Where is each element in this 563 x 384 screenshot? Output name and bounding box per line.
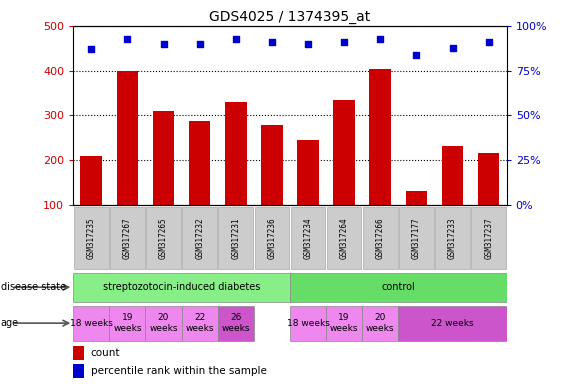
Point (376, 36, 385, 42)
Text: age: age (1, 318, 19, 328)
Point (87, 46, 96, 52)
Text: GSM317236: GSM317236 (267, 217, 276, 259)
Text: 22
weeks: 22 weeks (185, 313, 214, 333)
Text: GSM317265: GSM317265 (159, 217, 168, 259)
Point (159, 41, 168, 47)
Bar (290, 306, 326, 341)
Bar (435, 207, 470, 269)
Point (303, 41, 312, 47)
Bar (182, 207, 217, 269)
Text: GSM317237: GSM317237 (484, 217, 493, 259)
Text: GSM317231: GSM317231 (231, 217, 240, 259)
Bar (291, 207, 325, 269)
Point (412, 51, 421, 58)
Text: 19
weeks: 19 weeks (330, 313, 359, 333)
Text: GSM317234: GSM317234 (303, 217, 312, 259)
Bar (290, 273, 507, 302)
Text: GSM317233: GSM317233 (448, 217, 457, 259)
Text: 18 weeks: 18 weeks (70, 319, 113, 328)
Bar (73, 364, 84, 377)
Point (339, 39, 348, 45)
Bar (145, 306, 181, 341)
Text: control: control (382, 282, 415, 292)
Bar (363, 207, 397, 269)
Point (484, 39, 493, 45)
Text: count: count (91, 348, 120, 358)
Bar (471, 207, 506, 269)
Bar (146, 207, 181, 269)
Bar (117, 71, 138, 249)
Text: GSM317266: GSM317266 (376, 217, 385, 259)
Point (123, 36, 132, 42)
Bar (333, 100, 355, 249)
Point (195, 41, 204, 47)
Bar (327, 207, 361, 269)
Bar (362, 306, 399, 341)
Bar (81, 156, 102, 249)
Bar (478, 153, 499, 249)
Text: GSM317177: GSM317177 (412, 217, 421, 259)
Bar (153, 111, 175, 249)
Bar (218, 207, 253, 269)
Text: 18 weeks: 18 weeks (287, 319, 329, 328)
Bar (261, 125, 283, 249)
Bar (73, 306, 109, 341)
Text: 20
weeks: 20 weeks (366, 313, 395, 333)
Bar (441, 146, 463, 249)
Text: 20
weeks: 20 weeks (149, 313, 178, 333)
Point (267, 39, 276, 45)
Bar (109, 306, 145, 341)
Text: GSM317235: GSM317235 (87, 217, 96, 259)
Bar (225, 102, 247, 249)
Bar (73, 346, 84, 360)
Bar (189, 121, 211, 249)
Text: percentile rank within the sample: percentile rank within the sample (91, 366, 266, 376)
Bar (181, 306, 218, 341)
Text: 22 weeks: 22 weeks (431, 319, 474, 328)
Point (448, 45, 457, 51)
Text: GSM317264: GSM317264 (339, 217, 348, 259)
Bar (297, 141, 319, 249)
Bar (326, 306, 362, 341)
Text: 26
weeks: 26 weeks (221, 313, 250, 333)
Bar (110, 207, 145, 269)
Text: GSM317267: GSM317267 (123, 217, 132, 259)
Bar (399, 207, 434, 269)
Bar (369, 68, 391, 249)
Bar (73, 273, 290, 302)
Title: GDS4025 / 1374395_at: GDS4025 / 1374395_at (209, 10, 370, 24)
Text: streptozotocin-induced diabetes: streptozotocin-induced diabetes (103, 282, 260, 292)
Bar (74, 207, 109, 269)
Text: GSM317232: GSM317232 (195, 217, 204, 259)
Point (231, 36, 240, 42)
Text: disease state: disease state (1, 282, 66, 292)
Bar (405, 191, 427, 249)
Bar (218, 306, 254, 341)
Bar (399, 306, 507, 341)
Text: 19
weeks: 19 weeks (113, 313, 142, 333)
Bar (254, 207, 289, 269)
